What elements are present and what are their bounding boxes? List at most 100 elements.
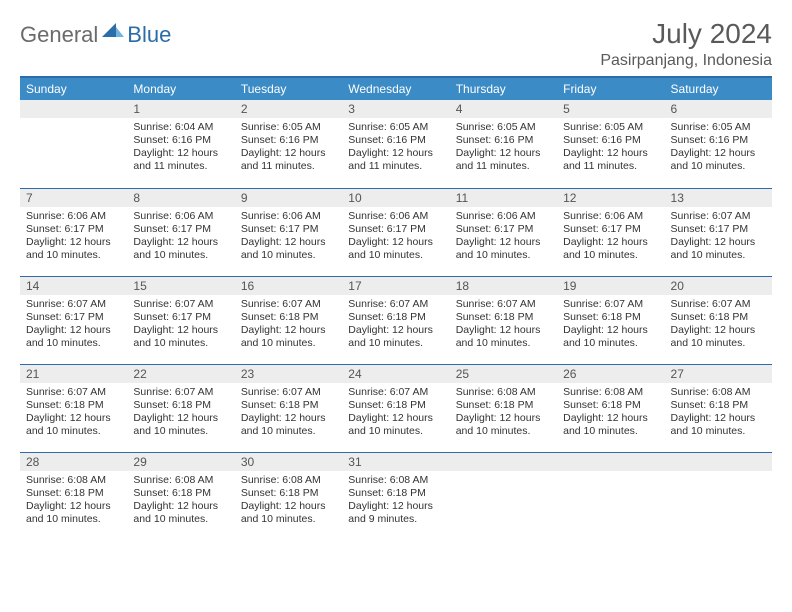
day-cell [557,452,664,540]
day-number: 1 [127,100,234,118]
daylight-text: Daylight: 12 hours and 10 minutes. [241,324,336,350]
sunrise-text: Sunrise: 6:07 AM [671,210,766,223]
day-details: Sunrise: 6:08 AMSunset: 6:18 PMDaylight:… [342,471,449,531]
sunset-text: Sunset: 6:17 PM [26,223,121,236]
sunset-text: Sunset: 6:16 PM [133,134,228,147]
sunset-text: Sunset: 6:18 PM [241,311,336,324]
sunrise-text: Sunrise: 6:07 AM [26,386,121,399]
sunrise-text: Sunrise: 6:05 AM [563,121,658,134]
sunset-text: Sunset: 6:18 PM [671,311,766,324]
day-number: 20 [665,277,772,295]
daylight-text: Daylight: 12 hours and 10 minutes. [26,236,121,262]
title-block: July 2024 Pasirpanjang, Indonesia [600,18,772,70]
sunrise-text: Sunrise: 6:08 AM [563,386,658,399]
week-row: 1Sunrise: 6:04 AMSunset: 6:16 PMDaylight… [20,100,772,188]
day-cell: 3Sunrise: 6:05 AMSunset: 6:16 PMDaylight… [342,100,449,188]
sunrise-text: Sunrise: 6:07 AM [563,298,658,311]
day-details: Sunrise: 6:07 AMSunset: 6:18 PMDaylight:… [450,295,557,355]
sunrise-text: Sunrise: 6:06 AM [456,210,551,223]
day-details: Sunrise: 6:05 AMSunset: 6:16 PMDaylight:… [665,118,772,178]
day-number: 28 [20,453,127,471]
sunset-text: Sunset: 6:18 PM [241,399,336,412]
sunrise-text: Sunrise: 6:07 AM [348,386,443,399]
daylight-text: Daylight: 12 hours and 10 minutes. [563,236,658,262]
sunrise-text: Sunrise: 6:07 AM [456,298,551,311]
daylight-text: Daylight: 12 hours and 10 minutes. [26,324,121,350]
daylight-text: Daylight: 12 hours and 10 minutes. [241,236,336,262]
day-number: 21 [20,365,127,383]
day-details: Sunrise: 6:08 AMSunset: 6:18 PMDaylight:… [557,383,664,443]
sunset-text: Sunset: 6:18 PM [563,311,658,324]
day-number: 10 [342,189,449,207]
sunrise-text: Sunrise: 6:08 AM [26,474,121,487]
day-number: 27 [665,365,772,383]
day-details: Sunrise: 6:06 AMSunset: 6:17 PMDaylight:… [127,207,234,267]
sunset-text: Sunset: 6:17 PM [241,223,336,236]
day-details: Sunrise: 6:07 AMSunset: 6:17 PMDaylight:… [20,295,127,355]
day-number: 8 [127,189,234,207]
day-details: Sunrise: 6:07 AMSunset: 6:18 PMDaylight:… [557,295,664,355]
sunset-text: Sunset: 6:18 PM [456,399,551,412]
day-details: Sunrise: 6:06 AMSunset: 6:17 PMDaylight:… [235,207,342,267]
sunrise-text: Sunrise: 6:08 AM [241,474,336,487]
logo-mark-icon [102,23,124,42]
daylight-text: Daylight: 12 hours and 10 minutes. [456,324,551,350]
sunset-text: Sunset: 6:16 PM [671,134,766,147]
day-details: Sunrise: 6:04 AMSunset: 6:16 PMDaylight:… [127,118,234,178]
daylight-text: Daylight: 12 hours and 10 minutes. [26,412,121,438]
daylight-text: Daylight: 12 hours and 11 minutes. [456,147,551,173]
daylight-text: Daylight: 12 hours and 10 minutes. [133,236,228,262]
sunset-text: Sunset: 6:16 PM [241,134,336,147]
day-number: 31 [342,453,449,471]
daylight-text: Daylight: 12 hours and 10 minutes. [456,412,551,438]
header: General Blue July 2024 Pasirpanjang, Ind… [20,18,772,70]
day-details: Sunrise: 6:07 AMSunset: 6:18 PMDaylight:… [665,295,772,355]
daylight-text: Daylight: 12 hours and 10 minutes. [671,236,766,262]
daylight-text: Daylight: 12 hours and 10 minutes. [563,412,658,438]
day-details: Sunrise: 6:08 AMSunset: 6:18 PMDaylight:… [450,383,557,443]
daylight-text: Daylight: 12 hours and 10 minutes. [671,324,766,350]
sunrise-text: Sunrise: 6:06 AM [563,210,658,223]
day-cell: 14Sunrise: 6:07 AMSunset: 6:17 PMDayligh… [20,276,127,364]
day-cell: 27Sunrise: 6:08 AMSunset: 6:18 PMDayligh… [665,364,772,452]
sunrise-text: Sunrise: 6:05 AM [671,121,766,134]
day-number: 12 [557,189,664,207]
day-cell: 13Sunrise: 6:07 AMSunset: 6:17 PMDayligh… [665,188,772,276]
day-cell: 23Sunrise: 6:07 AMSunset: 6:18 PMDayligh… [235,364,342,452]
day-cell: 22Sunrise: 6:07 AMSunset: 6:18 PMDayligh… [127,364,234,452]
sunrise-text: Sunrise: 6:05 AM [241,121,336,134]
location: Pasirpanjang, Indonesia [600,52,772,70]
month-title: July 2024 [600,18,772,50]
day-header: Wednesday [342,77,449,100]
day-cell: 1Sunrise: 6:04 AMSunset: 6:16 PMDaylight… [127,100,234,188]
day-details: Sunrise: 6:07 AMSunset: 6:18 PMDaylight:… [235,383,342,443]
daylight-text: Daylight: 12 hours and 10 minutes. [133,412,228,438]
daylight-text: Daylight: 12 hours and 11 minutes. [563,147,658,173]
day-details: Sunrise: 6:05 AMSunset: 6:16 PMDaylight:… [450,118,557,178]
day-details: Sunrise: 6:08 AMSunset: 6:18 PMDaylight:… [20,471,127,531]
sunrise-text: Sunrise: 6:08 AM [133,474,228,487]
sunset-text: Sunset: 6:17 PM [133,223,228,236]
day-number: 2 [235,100,342,118]
daylight-text: Daylight: 12 hours and 10 minutes. [348,324,443,350]
sunrise-text: Sunrise: 6:07 AM [348,298,443,311]
day-details: Sunrise: 6:05 AMSunset: 6:16 PMDaylight:… [235,118,342,178]
day-cell: 21Sunrise: 6:07 AMSunset: 6:18 PMDayligh… [20,364,127,452]
daylight-text: Daylight: 12 hours and 11 minutes. [241,147,336,173]
day-details: Sunrise: 6:05 AMSunset: 6:16 PMDaylight:… [342,118,449,178]
sunset-text: Sunset: 6:18 PM [133,399,228,412]
day-number: 9 [235,189,342,207]
sunrise-text: Sunrise: 6:06 AM [241,210,336,223]
day-number: 3 [342,100,449,118]
day-header: Monday [127,77,234,100]
day-number: 23 [235,365,342,383]
day-cell: 12Sunrise: 6:06 AMSunset: 6:17 PMDayligh… [557,188,664,276]
sunrise-text: Sunrise: 6:06 AM [348,210,443,223]
sunset-text: Sunset: 6:17 PM [671,223,766,236]
day-cell [20,100,127,188]
day-details: Sunrise: 6:06 AMSunset: 6:17 PMDaylight:… [342,207,449,267]
day-number: 18 [450,277,557,295]
day-details: Sunrise: 6:08 AMSunset: 6:18 PMDaylight:… [665,383,772,443]
day-cell: 8Sunrise: 6:06 AMSunset: 6:17 PMDaylight… [127,188,234,276]
day-cell: 16Sunrise: 6:07 AMSunset: 6:18 PMDayligh… [235,276,342,364]
